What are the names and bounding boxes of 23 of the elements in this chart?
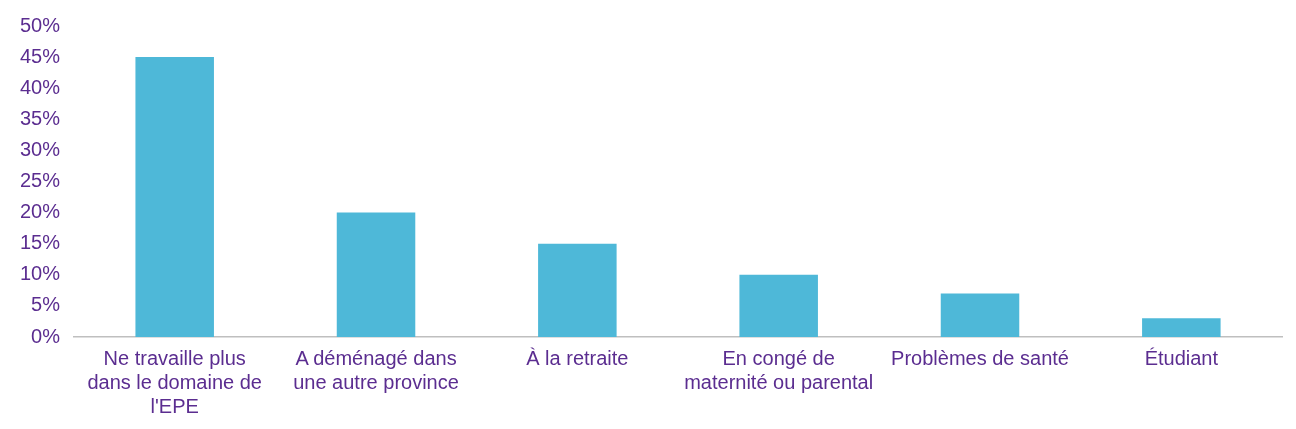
y-tick-label: 0% [31,324,61,347]
y-tick-label: 35% [20,106,61,129]
x-tick-label: Ne travaille plus dans le domaine de l'EPE [87,346,262,417]
y-tick-label: 30% [20,137,61,160]
y-tick-label: 10% [20,262,61,285]
bar [135,57,214,337]
y-tick-label: 25% [20,169,61,192]
bar [739,274,818,337]
bar [538,243,617,337]
x-tick-label: À la retraite [526,346,629,369]
x-tick-label: Étudiant [1144,346,1219,369]
y-tick-label: 50% [20,13,61,36]
x-tick-label: Problèmes de santé [891,346,1069,369]
bar [336,212,416,337]
y-tick-label: 5% [31,293,61,316]
x-tick-label: En congé de maternité ou parental [684,346,874,393]
bar [1142,318,1221,337]
y-tick-label: 15% [20,231,61,254]
y-tick-label: 45% [20,44,61,67]
bar [940,293,1020,337]
x-tick-label: A déménagé dans une autre province [293,346,459,393]
y-tick-label: 40% [20,75,61,98]
y-tick-label: 20% [20,200,61,223]
